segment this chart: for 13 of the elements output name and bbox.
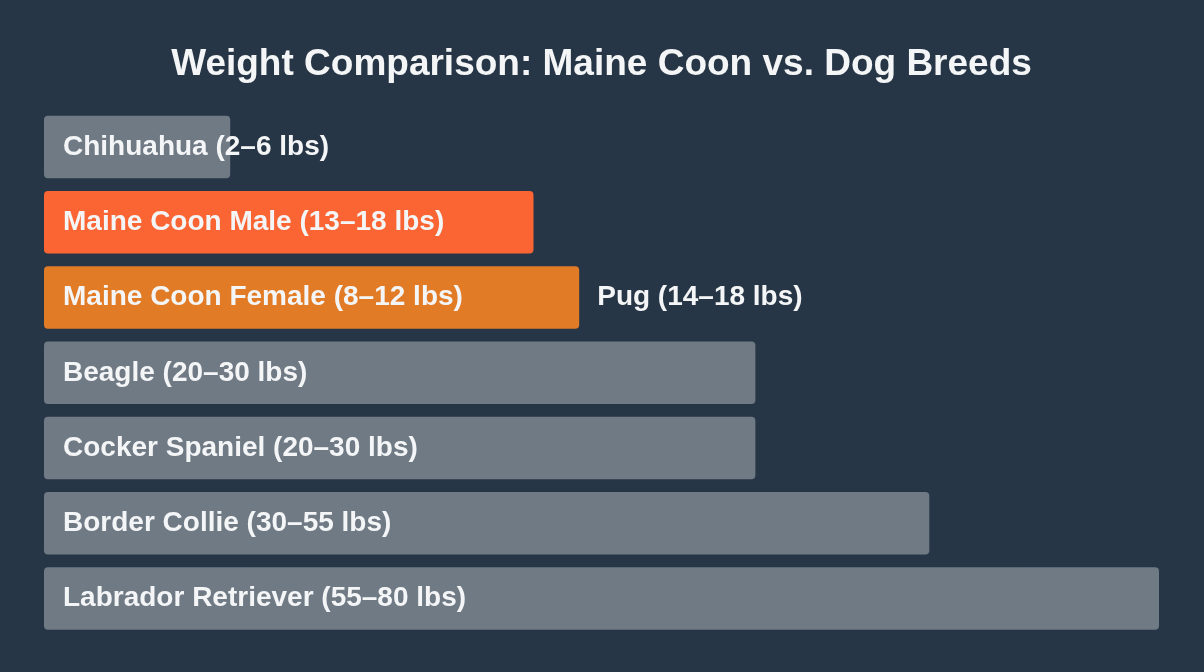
y-tick-label: Maine Coon Female (8–12 lbs) — [63, 280, 463, 312]
y-tick-label: Cocker Spaniel (20–30 lbs) — [63, 430, 418, 462]
y-tick-label: Beagle (20–30 lbs) — [63, 355, 308, 387]
bar — [44, 416, 756, 480]
y-tick-label: Border Collie (30–55 lbs) — [63, 506, 392, 538]
bar — [44, 492, 930, 555]
y-tick-label: Chihuahua (2–6 lbs) — [63, 129, 330, 161]
bar — [44, 341, 756, 405]
chart-title: Weight Comparison: Maine Coon vs. Dog Breeds — [171, 42, 1032, 84]
bar — [44, 567, 1159, 630]
y-tick-label: Labrador Retriever (55–80 lbs) — [63, 581, 467, 613]
y-tick-label: Maine Coon Male (13–18 lbs) — [63, 205, 445, 236]
annotation: Pug (14–18 lbs) — [597, 280, 803, 312]
